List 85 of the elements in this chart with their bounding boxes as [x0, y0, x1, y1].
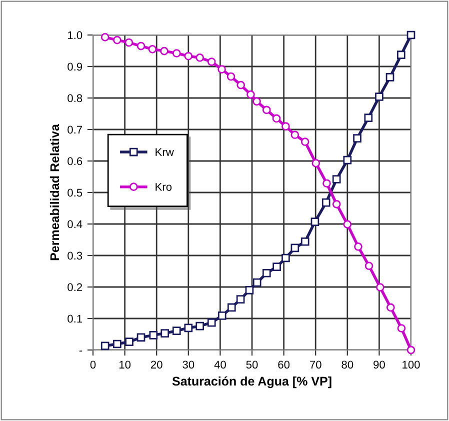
- point: [160, 329, 170, 338]
- point: [207, 58, 216, 66]
- point: [160, 46, 168, 56]
- y-tick-label: 1.0: [68, 31, 82, 40]
- y-tick-label: 0.6: [68, 157, 82, 166]
- point: [386, 303, 395, 312]
- point: [196, 54, 204, 62]
- point: [353, 134, 362, 142]
- point: [124, 38, 134, 47]
- point: [184, 324, 193, 332]
- point: [300, 138, 310, 146]
- point: [282, 122, 290, 131]
- x-tick-label: 40: [214, 360, 226, 369]
- x-tick-label: 10: [119, 360, 131, 369]
- x-axis-title: Saturación de Agua [% VP]: [172, 376, 332, 388]
- point: [227, 303, 236, 312]
- point: [396, 50, 406, 60]
- point: [236, 295, 245, 304]
- x-tick-label: 70: [310, 360, 322, 369]
- point: [300, 237, 310, 246]
- point: [184, 52, 193, 60]
- point: [290, 244, 300, 252]
- point: [290, 130, 300, 140]
- point: [262, 106, 271, 114]
- point: [218, 65, 226, 74]
- y-tick-label: 0.3: [68, 252, 82, 260]
- point: [196, 322, 204, 330]
- point: [375, 92, 384, 101]
- point: [136, 42, 146, 50]
- x-tick-label: 60: [278, 360, 290, 369]
- point: [172, 49, 181, 58]
- point: [245, 286, 254, 294]
- point: [364, 262, 374, 270]
- point: [322, 198, 330, 207]
- y-tick-label: 0.7: [68, 126, 82, 134]
- point: [100, 342, 110, 350]
- y-tick-label: -: [79, 350, 82, 352]
- y-tick-label: 0.1: [68, 314, 82, 323]
- point: [272, 114, 281, 123]
- point: [113, 36, 122, 44]
- x-tick-label: 80: [342, 360, 354, 369]
- point: [386, 73, 394, 82]
- point: [252, 278, 262, 287]
- point: [172, 326, 181, 335]
- point: [312, 159, 320, 168]
- point: [262, 268, 271, 278]
- point: [364, 114, 373, 122]
- point: [397, 324, 406, 332]
- point: [332, 200, 341, 208]
- point: [406, 30, 416, 40]
- point: [125, 338, 134, 346]
- y-axis-title: Permeabilidad Relativa: [50, 124, 60, 260]
- point: [100, 33, 110, 42]
- point: [113, 340, 122, 348]
- point: [226, 72, 236, 81]
- point: [343, 220, 352, 228]
- point: [343, 156, 352, 164]
- point: [149, 331, 158, 340]
- point: [218, 312, 226, 320]
- point: [136, 333, 146, 342]
- point: [332, 175, 341, 184]
- legend-label: Kro: [156, 183, 172, 191]
- x-tick-label: 90: [374, 360, 385, 369]
- x-tick-label: 20: [150, 360, 162, 369]
- y-tick-label: 0.4: [68, 220, 82, 228]
- point: [148, 45, 157, 54]
- point: [282, 254, 290, 262]
- point: [272, 262, 281, 272]
- x-tick-label: 100: [402, 360, 420, 369]
- x-tick-label: 50: [246, 360, 258, 369]
- point: [207, 318, 216, 327]
- point: [236, 80, 246, 90]
- point: [252, 97, 261, 106]
- point: [354, 242, 362, 251]
- point: [376, 283, 384, 292]
- point: [246, 90, 255, 99]
- point: [322, 179, 331, 188]
- y-tick-label: 0.9: [68, 62, 82, 71]
- point: [310, 218, 320, 226]
- x-tick-label: 0: [90, 360, 96, 369]
- y-tick-label: 0.5: [68, 188, 82, 197]
- x-tick-label: 30: [182, 360, 194, 369]
- legend-label: Krw: [156, 148, 174, 156]
- y-tick-label: 0.8: [68, 94, 82, 102]
- y-tick-label: 0.2: [68, 283, 82, 292]
